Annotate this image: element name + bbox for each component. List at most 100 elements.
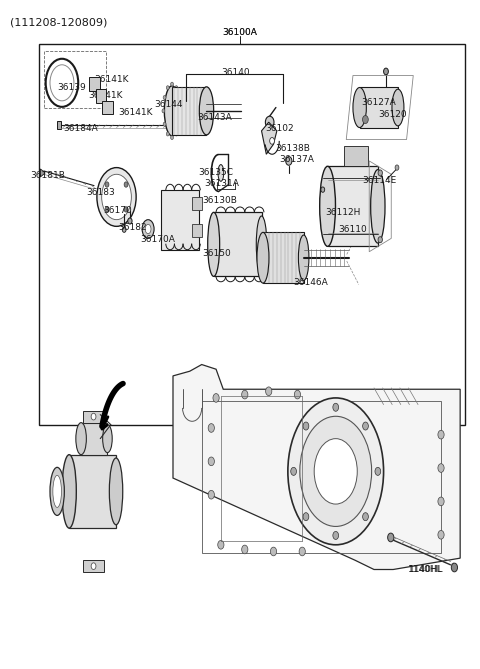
Text: 1140HL: 1140HL [408, 565, 443, 574]
Ellipse shape [265, 387, 272, 395]
Ellipse shape [218, 541, 224, 549]
Ellipse shape [175, 86, 178, 90]
Ellipse shape [270, 138, 275, 145]
Ellipse shape [265, 116, 274, 128]
Bar [39, 44, 465, 425]
Ellipse shape [53, 476, 61, 507]
Ellipse shape [451, 563, 457, 572]
Text: 36141K: 36141K [88, 91, 122, 100]
Ellipse shape [163, 122, 166, 126]
Ellipse shape [163, 96, 166, 100]
Ellipse shape [353, 88, 366, 128]
Ellipse shape [162, 109, 165, 113]
Ellipse shape [124, 182, 128, 187]
Bar [84, 411, 104, 423]
Bar [81, 423, 108, 455]
Bar [192, 223, 202, 237]
Ellipse shape [300, 416, 372, 527]
Text: 36150: 36150 [203, 249, 231, 258]
Ellipse shape [166, 132, 169, 136]
Text: 36110: 36110 [338, 225, 367, 233]
Ellipse shape [208, 212, 220, 276]
Text: 36102: 36102 [265, 124, 294, 133]
Ellipse shape [438, 497, 444, 506]
Ellipse shape [128, 218, 132, 224]
Text: 36143A: 36143A [198, 113, 232, 122]
Polygon shape [262, 122, 277, 155]
Text: 36137A: 36137A [279, 155, 314, 164]
Text: 1140HL: 1140HL [409, 565, 444, 574]
Ellipse shape [438, 464, 444, 472]
Ellipse shape [375, 468, 381, 476]
Bar [57, 121, 61, 129]
Ellipse shape [333, 403, 338, 411]
Text: 36130B: 36130B [203, 197, 237, 205]
Text: 36100A: 36100A [223, 27, 257, 37]
Ellipse shape [241, 390, 248, 399]
Text: 36120: 36120 [378, 110, 407, 118]
Text: 36135C: 36135C [199, 169, 234, 177]
Bar [44, 51, 106, 108]
Ellipse shape [62, 455, 76, 528]
Ellipse shape [102, 174, 132, 219]
Ellipse shape [314, 439, 357, 504]
Ellipse shape [395, 165, 399, 171]
Ellipse shape [178, 122, 181, 126]
Text: 36181B: 36181B [30, 171, 65, 180]
Ellipse shape [288, 398, 384, 545]
Ellipse shape [166, 86, 169, 90]
Ellipse shape [270, 547, 276, 556]
Bar [327, 167, 378, 246]
Bar [102, 101, 113, 114]
Ellipse shape [294, 390, 300, 399]
Text: 36100A: 36100A [223, 27, 257, 37]
Ellipse shape [362, 116, 368, 124]
Ellipse shape [122, 227, 126, 232]
Ellipse shape [241, 545, 248, 554]
Ellipse shape [384, 68, 388, 75]
Text: 36114E: 36114E [362, 177, 397, 185]
Ellipse shape [50, 65, 74, 101]
Polygon shape [344, 147, 368, 167]
Ellipse shape [378, 237, 383, 243]
Polygon shape [173, 365, 460, 569]
Ellipse shape [76, 423, 86, 455]
Ellipse shape [299, 235, 309, 280]
Ellipse shape [46, 59, 78, 107]
Ellipse shape [178, 96, 181, 100]
Ellipse shape [105, 207, 109, 212]
Ellipse shape [333, 531, 338, 539]
Ellipse shape [286, 157, 292, 165]
Ellipse shape [320, 167, 336, 246]
Ellipse shape [392, 89, 404, 126]
Ellipse shape [438, 531, 444, 539]
Ellipse shape [97, 168, 136, 226]
Bar [214, 212, 262, 276]
Ellipse shape [179, 109, 182, 113]
Bar [192, 197, 202, 210]
Ellipse shape [109, 458, 123, 524]
Ellipse shape [91, 563, 96, 569]
Ellipse shape [175, 132, 178, 136]
Ellipse shape [124, 207, 128, 212]
Text: 36144: 36144 [154, 100, 182, 108]
Ellipse shape [321, 187, 324, 192]
Polygon shape [40, 169, 45, 177]
Ellipse shape [388, 533, 394, 542]
Ellipse shape [378, 170, 383, 176]
Text: 36141K: 36141K [95, 75, 129, 84]
Ellipse shape [103, 425, 112, 453]
Ellipse shape [199, 87, 214, 135]
Ellipse shape [218, 165, 224, 181]
Bar [263, 232, 304, 283]
Ellipse shape [142, 219, 154, 238]
Bar [69, 455, 116, 528]
Ellipse shape [91, 413, 96, 420]
Ellipse shape [256, 216, 267, 273]
Text: 36140: 36140 [221, 68, 250, 78]
Ellipse shape [208, 423, 215, 432]
Ellipse shape [170, 82, 173, 86]
Bar [172, 87, 206, 135]
Ellipse shape [208, 490, 215, 499]
Ellipse shape [257, 232, 269, 283]
